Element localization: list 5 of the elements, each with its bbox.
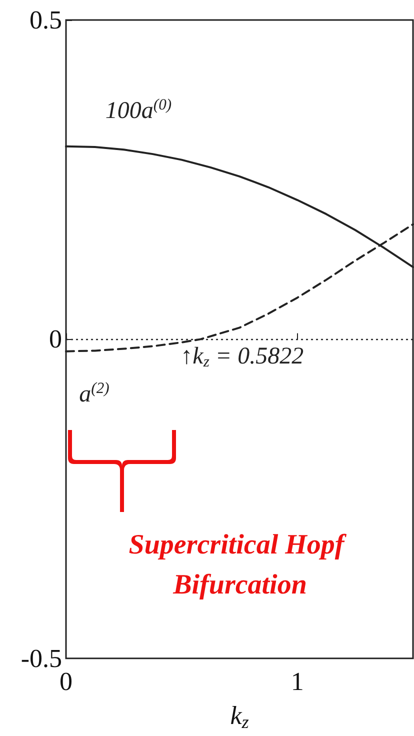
- y-tick-label: 0: [49, 324, 62, 354]
- y-tick-label: 0.5: [30, 6, 62, 34]
- x-tick-label: 1: [290, 666, 304, 696]
- annotation: Supercritical Hopf Bifurcation: [128, 530, 352, 600]
- y-tick-label: -0.5: [20, 644, 62, 673]
